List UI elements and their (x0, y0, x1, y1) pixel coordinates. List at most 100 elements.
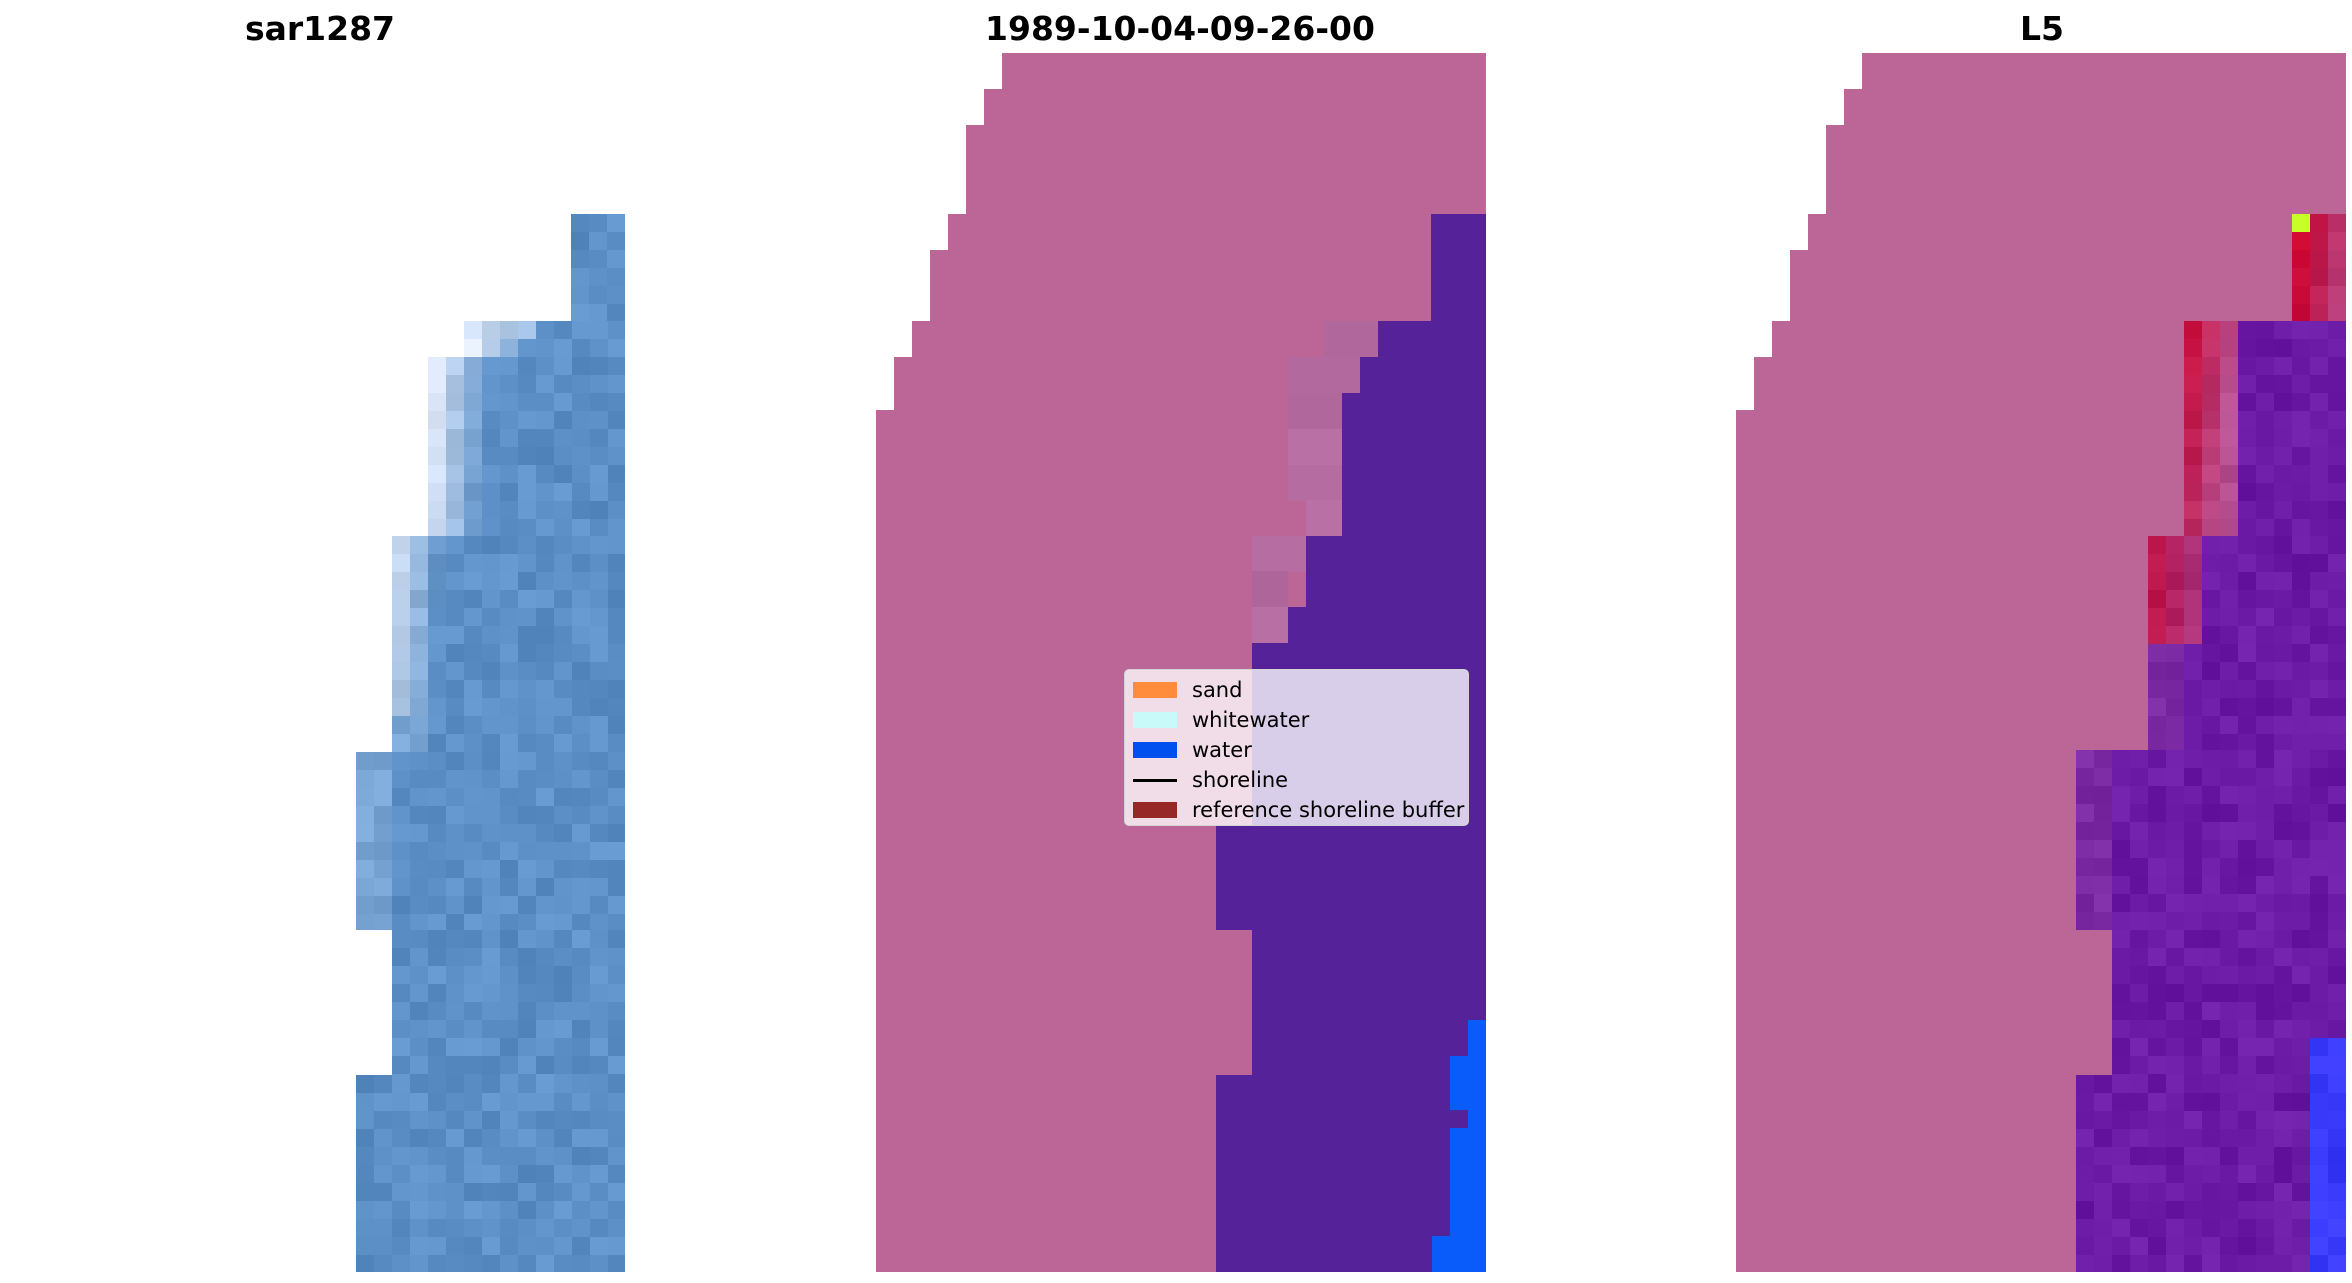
l5-cell (2220, 626, 2238, 644)
l5-cell (2220, 1074, 2238, 1075)
l5-cell (2184, 1056, 2202, 1074)
l5-cell (2202, 662, 2220, 680)
l5-cell (2274, 1002, 2292, 1020)
l5-cell (2256, 734, 2274, 750)
l5-cell (2202, 572, 2220, 590)
transition-cell (1306, 500, 1342, 536)
l5-cell (2184, 1129, 2202, 1147)
rgb-cell (428, 896, 446, 914)
l5-cell (2220, 590, 2238, 608)
l5-cell (2238, 321, 2256, 339)
l5-cell (2310, 626, 2328, 644)
rgb-cell (536, 339, 554, 357)
rgb-cell (608, 734, 625, 752)
rgb-cell (446, 788, 464, 806)
l5-cell (2256, 429, 2274, 447)
l5-cell (2310, 1038, 2328, 1056)
l5-cell (2202, 930, 2220, 948)
l5-cell (2328, 286, 2346, 304)
l5-cell (2256, 1093, 2274, 1111)
rgb-cell (428, 824, 446, 842)
rgb-cell (446, 1093, 464, 1111)
rgb-cell (428, 806, 446, 824)
panel-title-1: sar1287 (244, 9, 396, 48)
l5-cell (2256, 590, 2274, 608)
rgb-cell (392, 1255, 410, 1272)
l5-cell (2166, 786, 2184, 804)
rgb-cell (500, 806, 518, 824)
rgb-cell (410, 788, 428, 806)
rgb-cell (464, 1147, 482, 1165)
l5-cell (2094, 1219, 2112, 1237)
l5-cell (2274, 1237, 2292, 1255)
rgb-cell (356, 752, 374, 770)
l5-cell (2220, 948, 2238, 966)
l5-cell (2292, 321, 2310, 339)
rgb-cell (572, 339, 590, 357)
l5-cell (2220, 393, 2238, 411)
l5-cell (2130, 1129, 2148, 1147)
l5-cell (2274, 536, 2292, 554)
l5-cell (2220, 894, 2238, 912)
rgb-cell (410, 626, 428, 644)
rgb-cell (464, 357, 482, 375)
rgb-cell (482, 554, 500, 572)
rgb-cell (590, 393, 608, 411)
rgb-cell (500, 966, 518, 984)
l5-cell (2202, 966, 2220, 984)
water-region (1362, 321, 1486, 357)
rgb-cell (554, 662, 572, 680)
transition-cell (1252, 571, 1288, 607)
rgb-cell (518, 1002, 536, 1020)
rgb-cell (410, 878, 428, 896)
l5-cell (2274, 912, 2292, 930)
l5-cell (2292, 286, 2310, 304)
l5-cell (2202, 644, 2220, 662)
rgb-cell (536, 1020, 554, 1038)
l5-cell (2202, 411, 2220, 429)
rgb-cell (446, 447, 464, 465)
l5-cell (2274, 750, 2292, 768)
rgb-cell (374, 752, 392, 770)
l5-cell (2256, 1201, 2274, 1219)
l5-cell (2328, 698, 2346, 716)
rgb-cell (392, 716, 410, 734)
l5-cell (2202, 1074, 2220, 1075)
rgb-cell (518, 1075, 536, 1093)
l5-cell (2310, 644, 2328, 662)
rgb-cell (410, 1237, 428, 1255)
rgb-cell (410, 824, 428, 842)
l5-cell (2328, 876, 2346, 894)
rgb-cell (536, 734, 554, 752)
rgb-cell (518, 1201, 536, 1219)
l5-cell (2238, 840, 2256, 858)
rgb-cell (589, 250, 607, 268)
rgb-cell (428, 878, 446, 896)
l5-cell (2166, 1219, 2184, 1237)
l5-cell (2202, 1038, 2220, 1056)
l5-cell (2274, 984, 2292, 1002)
l5-cell (2274, 948, 2292, 966)
l5-cell (2256, 1038, 2274, 1056)
rgb-cell (410, 1111, 428, 1129)
rgb-cell (590, 984, 608, 1002)
l5-cell (2202, 465, 2220, 483)
rgb-cell (482, 896, 500, 914)
l5-cell (2166, 840, 2184, 858)
l5-cell (2166, 768, 2184, 786)
rgb-cell (590, 896, 608, 914)
rgb-cell (590, 948, 608, 966)
l5-cell (2148, 840, 2166, 858)
l5-cell (2310, 447, 2328, 465)
l5-cell (2310, 321, 2328, 339)
l5-cell (2292, 501, 2310, 519)
l5-cell (2094, 1165, 2112, 1183)
rgb-cell (446, 930, 464, 948)
l5-cell (2202, 804, 2220, 822)
l5-cell (2202, 321, 2220, 339)
l5-cell (2238, 1129, 2256, 1147)
l5-cell (2310, 1093, 2328, 1111)
rgb-cell (572, 1255, 590, 1272)
rgb-cell (608, 824, 625, 842)
rgb-cell (536, 878, 554, 896)
